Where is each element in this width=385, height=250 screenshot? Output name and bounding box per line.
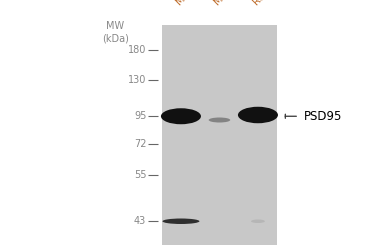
- Ellipse shape: [161, 108, 201, 124]
- Text: Mouse brain: Mouse brain: [174, 0, 223, 8]
- Text: 130: 130: [128, 75, 146, 85]
- Text: Mouse fetal brain: Mouse fetal brain: [213, 0, 280, 8]
- Ellipse shape: [251, 220, 265, 223]
- Text: 180: 180: [128, 45, 146, 55]
- Ellipse shape: [238, 107, 278, 123]
- Bar: [162, 25, 277, 245]
- Ellipse shape: [162, 218, 199, 224]
- Text: Rat brain: Rat brain: [251, 0, 290, 8]
- Ellipse shape: [209, 118, 230, 122]
- Text: 55: 55: [134, 170, 146, 180]
- Text: 95: 95: [134, 111, 146, 121]
- Text: MW
(kDa): MW (kDa): [102, 21, 129, 44]
- Text: PSD95: PSD95: [304, 110, 342, 123]
- Text: 72: 72: [134, 139, 146, 149]
- Text: 43: 43: [134, 216, 146, 226]
